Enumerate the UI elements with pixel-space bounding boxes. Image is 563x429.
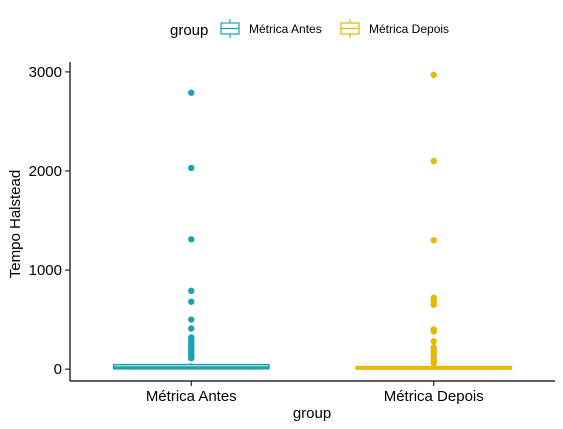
outlier-point bbox=[188, 355, 195, 362]
y-tick-label: 3000 bbox=[29, 64, 62, 81]
x-tick-label: Métrica Depois bbox=[384, 388, 484, 405]
outlier-point bbox=[188, 164, 195, 172]
legend-item-metrica-depois: Métrica Depois bbox=[340, 19, 449, 38]
outlier-point bbox=[188, 236, 195, 243]
x-tick-label: Métrica Antes bbox=[146, 388, 237, 405]
outlier-point bbox=[188, 298, 195, 305]
outlier-point bbox=[430, 157, 437, 165]
x-axis: Métrica Antes Métrica Depois group bbox=[70, 380, 555, 422]
y-tick-label: 0 bbox=[54, 361, 62, 378]
outlier-point bbox=[430, 301, 437, 308]
outlier-point bbox=[188, 89, 195, 96]
x-axis-title: group bbox=[293, 405, 331, 422]
outlier-point bbox=[188, 316, 195, 323]
outlier-point bbox=[188, 287, 195, 295]
box-metrica-depois bbox=[355, 71, 513, 370]
outlier-point bbox=[188, 325, 195, 332]
plot-area bbox=[112, 71, 513, 370]
outlier-point bbox=[430, 338, 437, 345]
legend: group Métrica Antes Métrica Depois bbox=[170, 19, 449, 39]
y-tick-label: 1000 bbox=[29, 262, 62, 279]
legend-key-icon bbox=[220, 19, 240, 38]
outlier-point bbox=[430, 359, 437, 367]
y-tick-label: 2000 bbox=[29, 163, 62, 180]
legend-key-icon bbox=[340, 19, 360, 38]
y-axis-title: Tempo Halstead bbox=[7, 170, 24, 278]
legend-item-metrica-antes: Métrica Antes bbox=[220, 19, 322, 38]
legend-label: Métrica Antes bbox=[249, 22, 322, 36]
y-axis: 0 1000 2000 3000 Tempo Halstead bbox=[7, 62, 71, 381]
outlier-point bbox=[430, 237, 437, 244]
legend-title: group bbox=[170, 22, 208, 39]
legend-label: Métrica Depois bbox=[369, 22, 449, 36]
outlier-point bbox=[430, 71, 437, 79]
outlier-point bbox=[430, 328, 437, 335]
box-metrica-antes bbox=[112, 89, 270, 370]
